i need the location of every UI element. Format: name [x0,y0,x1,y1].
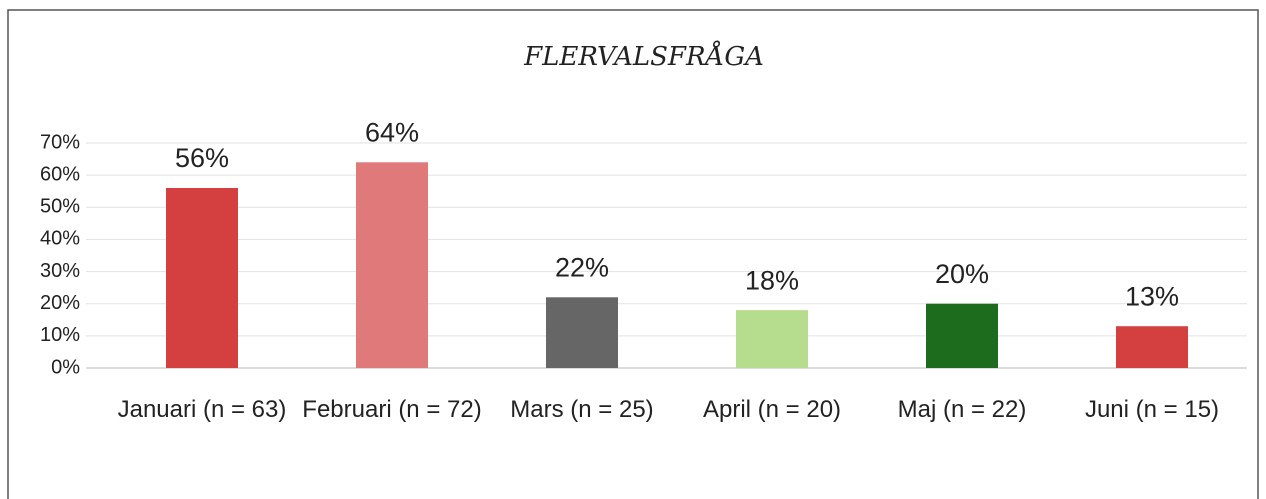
y-tick-label: 60% [40,163,80,185]
bar [736,310,808,368]
x-tick-label: April (n = 20) [702,396,842,423]
value-label: 13% [1125,281,1179,311]
bar [546,297,618,368]
bar [166,188,238,368]
x-tick-label: Januari (n = 63) [117,396,287,423]
y-tick-label: 50% [40,196,80,218]
y-tick-label: 40% [40,228,80,250]
value-label: 20% [935,259,989,289]
x-tick-label: Maj (n = 22) [897,396,1027,423]
x-tick-label: Februari (n = 72) [302,396,482,423]
value-label: 22% [555,252,609,282]
value-label: 56% [175,143,229,173]
x-tick-label: Juni (n = 15) [1084,396,1220,423]
x-tick-label-box: Maj (n = 22) [897,396,1027,423]
x-tick-label-box: Februari (n = 72) [302,396,482,423]
x-tick-label-box: April (n = 20) [702,396,842,423]
y-tick-label: 0% [51,356,80,378]
chart-title: FLERVALSFRÅGA [523,40,764,72]
y-tick-label: 70% [40,131,80,153]
y-tick-label: 30% [40,260,80,282]
value-label: 18% [745,265,799,295]
x-tick-label-box: Januari (n = 63) [117,396,287,423]
value-label: 64% [365,117,419,147]
x-tick-label-box: Mars (n = 25) [510,396,654,423]
bar [356,162,428,368]
y-tick-label: 20% [40,292,80,314]
bar [926,303,998,368]
x-tick-label-box: Juni (n = 15) [1084,396,1220,423]
x-tick-label: Mars (n = 25) [510,396,654,423]
y-tick-label: 10% [40,324,80,346]
bar [1116,326,1188,368]
